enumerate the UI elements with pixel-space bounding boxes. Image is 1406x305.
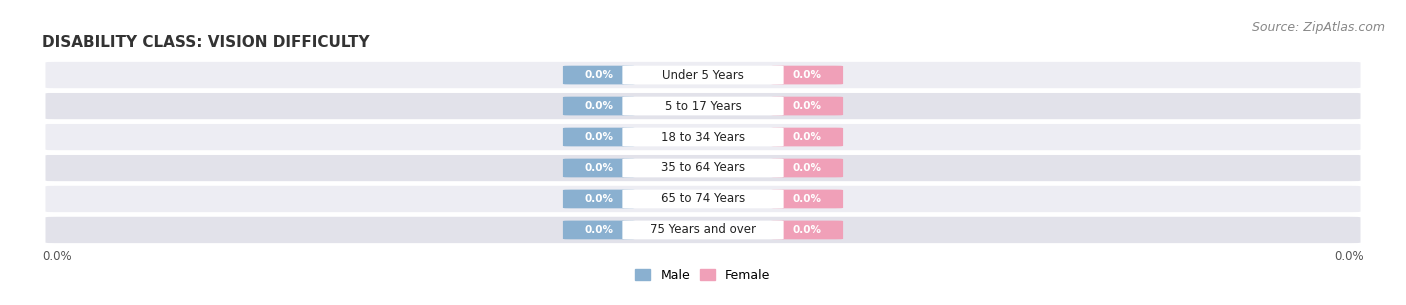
Text: Source: ZipAtlas.com: Source: ZipAtlas.com <box>1251 21 1385 34</box>
Text: 0.0%: 0.0% <box>1334 250 1364 263</box>
FancyBboxPatch shape <box>623 97 783 115</box>
FancyBboxPatch shape <box>45 93 1361 119</box>
Text: 0.0%: 0.0% <box>585 132 613 142</box>
FancyBboxPatch shape <box>770 190 844 208</box>
FancyBboxPatch shape <box>623 190 783 208</box>
FancyBboxPatch shape <box>45 155 1361 181</box>
Text: 18 to 34 Years: 18 to 34 Years <box>661 131 745 144</box>
Text: 0.0%: 0.0% <box>42 250 72 263</box>
Text: DISABILITY CLASS: VISION DIFFICULTY: DISABILITY CLASS: VISION DIFFICULTY <box>42 35 370 50</box>
FancyBboxPatch shape <box>623 221 783 239</box>
Text: 65 to 74 Years: 65 to 74 Years <box>661 192 745 206</box>
Text: 5 to 17 Years: 5 to 17 Years <box>665 99 741 113</box>
Text: 0.0%: 0.0% <box>793 132 821 142</box>
FancyBboxPatch shape <box>770 97 844 115</box>
Text: 0.0%: 0.0% <box>793 225 821 235</box>
FancyBboxPatch shape <box>770 128 844 146</box>
FancyBboxPatch shape <box>562 221 636 239</box>
Text: 0.0%: 0.0% <box>585 163 613 173</box>
Text: 0.0%: 0.0% <box>793 194 821 204</box>
Text: 0.0%: 0.0% <box>585 225 613 235</box>
FancyBboxPatch shape <box>562 128 636 146</box>
FancyBboxPatch shape <box>45 186 1361 212</box>
FancyBboxPatch shape <box>770 159 844 177</box>
Text: 35 to 64 Years: 35 to 64 Years <box>661 161 745 174</box>
Text: 0.0%: 0.0% <box>793 163 821 173</box>
FancyBboxPatch shape <box>623 66 783 84</box>
Text: 0.0%: 0.0% <box>585 194 613 204</box>
Legend: Male, Female: Male, Female <box>630 264 776 287</box>
FancyBboxPatch shape <box>770 221 844 239</box>
FancyBboxPatch shape <box>45 124 1361 150</box>
FancyBboxPatch shape <box>562 97 636 115</box>
Text: 0.0%: 0.0% <box>585 101 613 111</box>
Text: 0.0%: 0.0% <box>793 70 821 80</box>
FancyBboxPatch shape <box>562 159 636 177</box>
FancyBboxPatch shape <box>45 217 1361 243</box>
FancyBboxPatch shape <box>623 159 783 177</box>
Text: 75 Years and over: 75 Years and over <box>650 224 756 236</box>
FancyBboxPatch shape <box>623 128 783 146</box>
Text: 0.0%: 0.0% <box>585 70 613 80</box>
FancyBboxPatch shape <box>562 66 636 84</box>
FancyBboxPatch shape <box>770 66 844 84</box>
Text: 0.0%: 0.0% <box>793 101 821 111</box>
Text: Under 5 Years: Under 5 Years <box>662 69 744 81</box>
FancyBboxPatch shape <box>562 190 636 208</box>
FancyBboxPatch shape <box>45 62 1361 88</box>
